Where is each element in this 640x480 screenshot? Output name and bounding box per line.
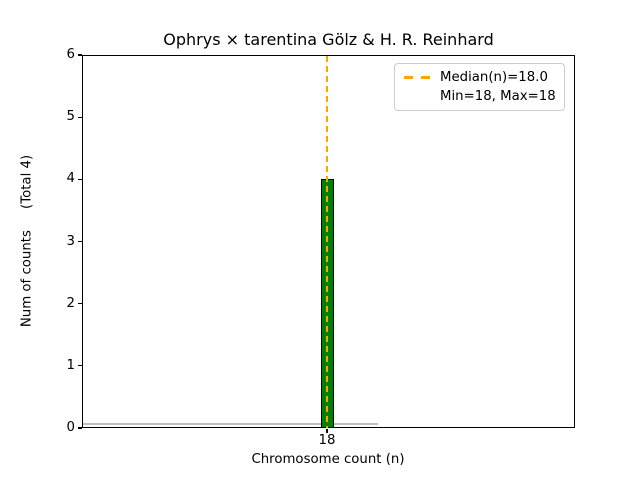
y-tick-mark <box>78 303 82 305</box>
legend-handle-spacer <box>404 95 430 98</box>
y-tick-mark <box>78 427 82 429</box>
y-tick-mark <box>78 178 82 180</box>
y-tick-label: 2 <box>66 295 75 311</box>
chart-title: Ophrys × tarentina Gölz & H. R. Reinhard <box>163 30 494 49</box>
y-tick-label: 0 <box>66 420 75 435</box>
y-tick-label: 4 <box>66 171 75 187</box>
legend-label-minmax: Min=18, Max=18 <box>440 89 556 104</box>
legend-entry-minmax: Min=18, Max=18 <box>404 88 556 105</box>
y-tick-label: 5 <box>66 109 75 125</box>
y-tick-mark <box>78 54 82 56</box>
y-tick-mark <box>78 240 82 243</box>
y-tick-label: 1 <box>66 357 75 373</box>
legend: Median(n)=18.0 Min=18, Max=18 <box>394 63 565 111</box>
zero-count-baseline <box>82 423 378 425</box>
y-tick-mark <box>78 365 82 367</box>
legend-label-median: Median(n)=18.0 <box>440 70 548 85</box>
legend-entry-median: Median(n)=18.0 <box>404 69 555 86</box>
x-tick-label: 18 <box>318 433 336 448</box>
median-line <box>326 56 328 428</box>
y-tick-label: 6 <box>66 47 75 62</box>
median-dashed-line-icon <box>404 76 430 79</box>
x-axis-label: Chromosome count (n) <box>251 452 405 467</box>
y-tick-mark <box>78 116 82 118</box>
y-tick-label: 3 <box>66 233 75 249</box>
y-axis-label: Num of counts (Total 4) <box>19 154 35 328</box>
x-tick-mark <box>326 429 328 433</box>
